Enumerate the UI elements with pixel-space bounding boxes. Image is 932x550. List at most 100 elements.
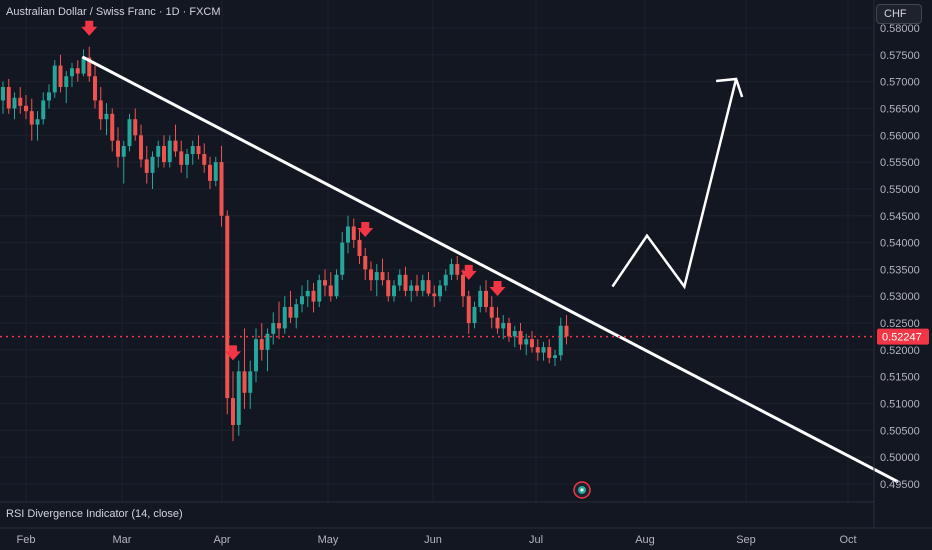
candle: [213, 156, 218, 187]
candle: [294, 298, 299, 329]
candle: [41, 92, 46, 125]
candle: [29, 98, 34, 141]
candle: [363, 247, 368, 281]
drawings: [81, 20, 899, 483]
candle: [116, 127, 120, 168]
candle: [564, 315, 569, 345]
candle: [12, 92, 17, 120]
candle: [133, 108, 138, 141]
candle: [334, 269, 339, 299]
down-arrow-marker: [81, 20, 98, 36]
candle: [208, 156, 212, 189]
candle: [340, 231, 345, 281]
candle: [162, 135, 166, 168]
candle: [190, 140, 195, 165]
indicator-legend-label[interactable]: RSI Divergence Indicator (14, close): [6, 508, 183, 520]
candle: [507, 317, 511, 342]
candle: [553, 349, 557, 366]
candlestick-series: [1, 46, 569, 442]
candle: [24, 95, 28, 120]
candle: [397, 269, 402, 291]
candle: [472, 301, 477, 329]
candle: [311, 282, 316, 313]
price-tick-label: 0.57000: [880, 77, 920, 89]
candle: [18, 87, 23, 114]
descending-trendline[interactable]: [82, 56, 899, 483]
candle: [461, 269, 465, 307]
candle: [317, 274, 322, 307]
price-tick-label: 0.51500: [880, 372, 920, 384]
candle: [127, 113, 132, 152]
candle: [374, 264, 379, 297]
candle: [282, 296, 287, 334]
candle: [219, 146, 224, 227]
price-axis[interactable]: 0.58000 0.57500 0.57000 0.56500 0.56000 0.555…: [880, 23, 920, 491]
candle: [455, 256, 460, 281]
candle: [150, 151, 155, 189]
candle: [305, 280, 310, 307]
candle: [64, 70, 69, 104]
symbol-title[interactable]: Australian Dollar / Swiss Franc · 1D · F…: [6, 6, 221, 18]
candle: [52, 60, 57, 98]
price-tick-label: 0.54500: [880, 211, 920, 223]
time-tick-label: Jun: [424, 534, 442, 546]
time-tick-label: Sep: [736, 534, 756, 546]
candle: [541, 341, 546, 361]
candle: [265, 328, 270, 372]
price-tick-label: 0.56500: [880, 103, 920, 115]
candle: [420, 274, 425, 297]
candle: [495, 306, 500, 334]
price-tick-label: 0.56000: [880, 130, 920, 142]
price-tick-label: 0.55500: [880, 157, 920, 169]
candle: [248, 360, 253, 409]
candle: [93, 65, 97, 109]
time-tick-label: Mar: [113, 534, 132, 546]
time-tick-label: Apr: [213, 534, 230, 546]
current-price-line: 0.52247: [0, 328, 929, 345]
candle: [110, 108, 115, 152]
price-tick-label: 0.57500: [880, 50, 920, 62]
candle: [81, 49, 86, 77]
candle: [47, 84, 51, 109]
candle: [466, 290, 471, 334]
candle: [6, 78, 11, 114]
time-tick-label: Oct: [839, 534, 856, 546]
candle: [426, 272, 431, 297]
candle: [236, 360, 241, 436]
projection-path[interactable]: [611, 78, 738, 290]
price-tick-label: 0.50000: [880, 452, 920, 464]
down-arrow-marker: [357, 221, 374, 237]
candle: [369, 261, 373, 291]
candle: [351, 218, 356, 248]
candle: [478, 285, 483, 313]
down-arrow-marker: [460, 264, 477, 280]
candle: [179, 140, 184, 173]
candle: [449, 258, 454, 281]
candle: [35, 111, 40, 141]
candle: [443, 269, 448, 291]
candle: [300, 285, 304, 313]
grid-lines: [0, 0, 874, 502]
projection-arrowhead: [716, 77, 744, 98]
candle: [547, 339, 552, 364]
time-tick-label: Feb: [17, 534, 36, 546]
price-tick-label: 0.53000: [880, 291, 920, 303]
alert-icon[interactable]: [573, 481, 591, 499]
candle: [231, 371, 235, 442]
candle: [432, 285, 437, 307]
price-tick-label: 0.50500: [880, 425, 920, 437]
price-tick-label: 0.52000: [880, 345, 920, 357]
candle: [558, 317, 563, 361]
candle: [530, 331, 534, 353]
current-price-badge: [877, 328, 929, 345]
price-tick-label: 0.52500: [880, 318, 920, 330]
candle: [139, 124, 143, 168]
candle: [409, 280, 414, 302]
currency-button[interactable]: CHF: [876, 4, 922, 24]
time-axis[interactable]: Feb Mar Apr May Jun Jul Aug Sep Oct: [17, 534, 857, 546]
candle: [357, 229, 362, 265]
candle: [328, 272, 333, 302]
candle: [144, 146, 149, 184]
candle: [271, 312, 276, 345]
